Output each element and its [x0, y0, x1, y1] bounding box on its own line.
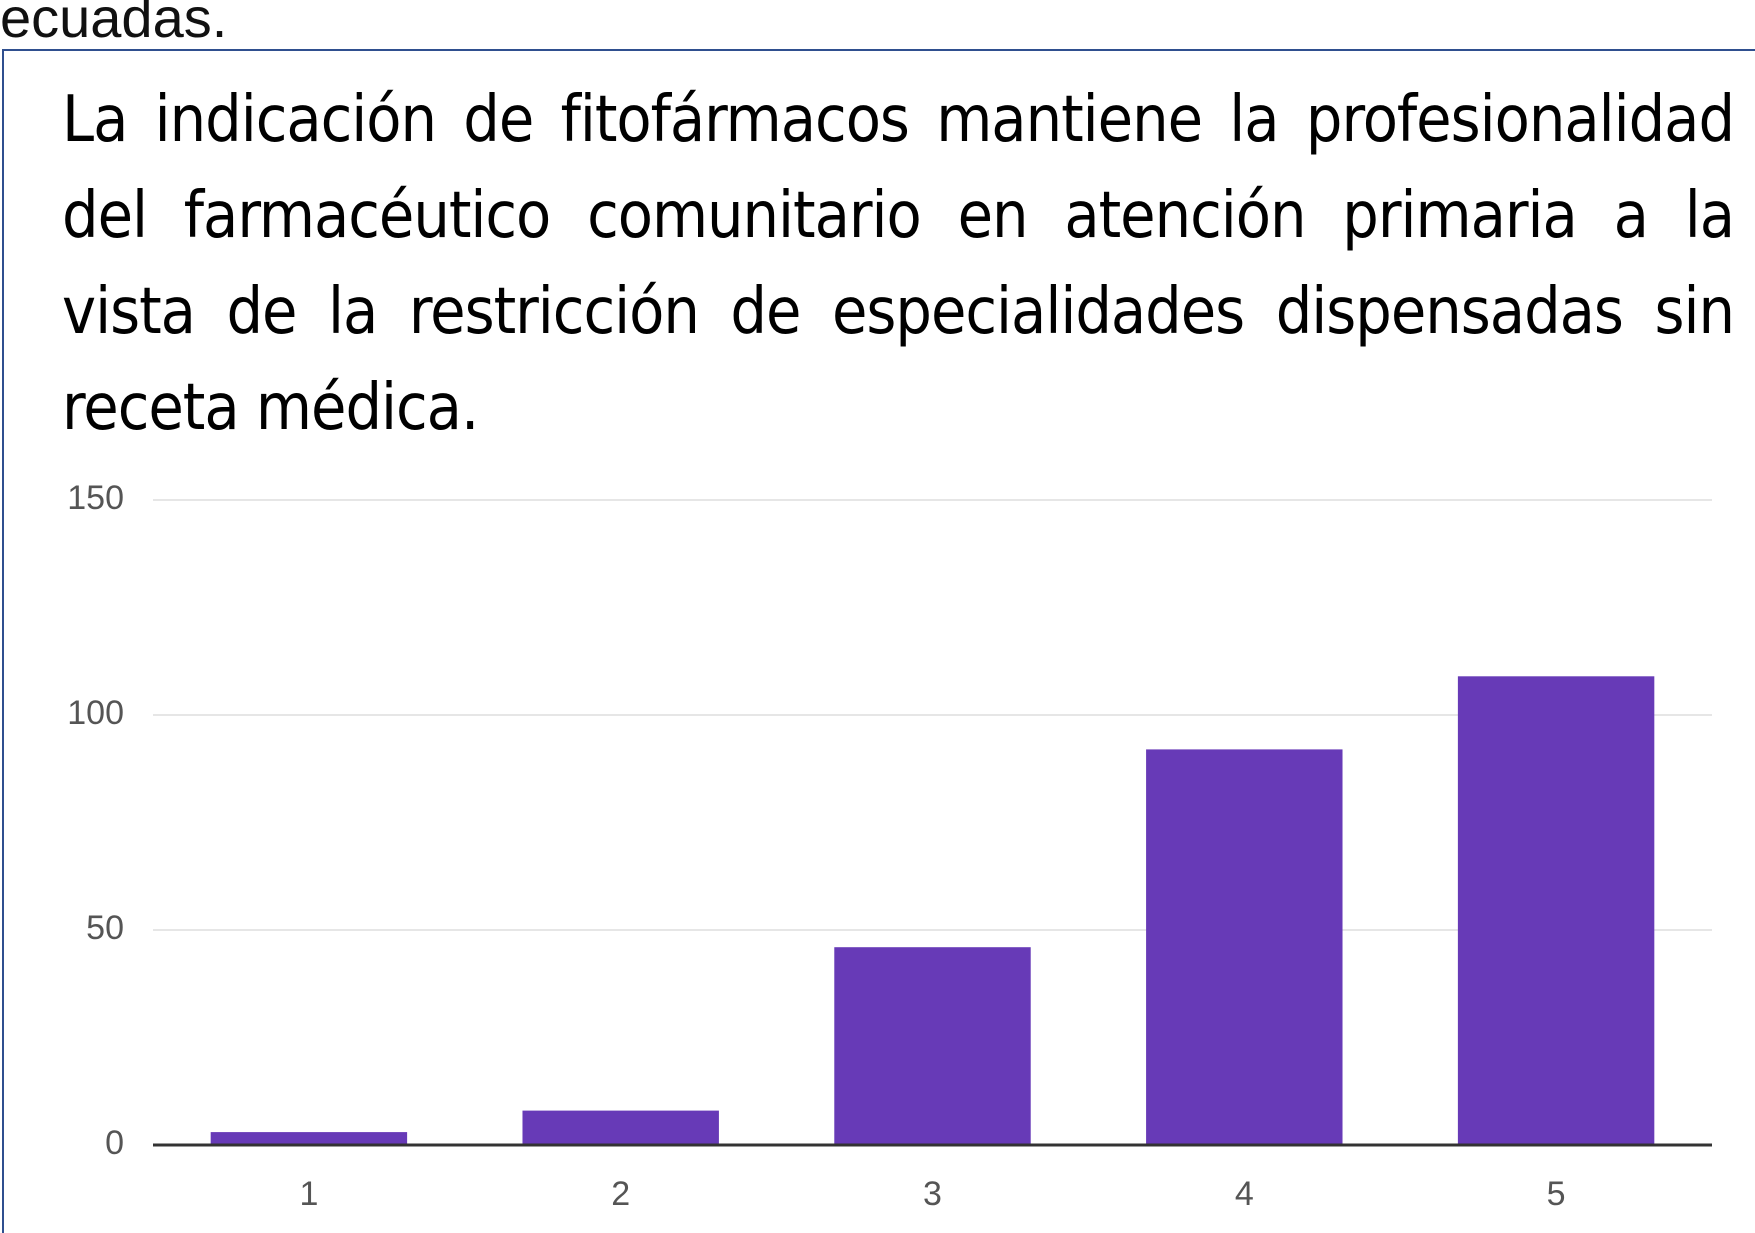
- y-tick-label: 150: [67, 479, 124, 517]
- x-tick-label: 2: [611, 1175, 630, 1213]
- bar: [210, 1132, 408, 1145]
- bar: [1146, 749, 1343, 1145]
- slide-frame: [2, 49, 1755, 1233]
- y-tick-label: 50: [86, 909, 124, 947]
- bar: [1457, 676, 1655, 1145]
- paragraph: La indicación de fitofármacos mantiene l…: [62, 83, 1735, 445]
- bar: [834, 947, 1031, 1145]
- x-tick-label: 4: [1235, 1175, 1254, 1213]
- x-tick-label: 3: [923, 1175, 942, 1213]
- y-tick-label: 100: [67, 694, 124, 732]
- x-tick-label: 1: [299, 1175, 318, 1213]
- bar: [522, 1110, 719, 1145]
- y-tick-label: 0: [105, 1124, 124, 1162]
- x-tick-label: 5: [1547, 1175, 1566, 1213]
- cut-heading: ecuadas.: [0, 0, 228, 49]
